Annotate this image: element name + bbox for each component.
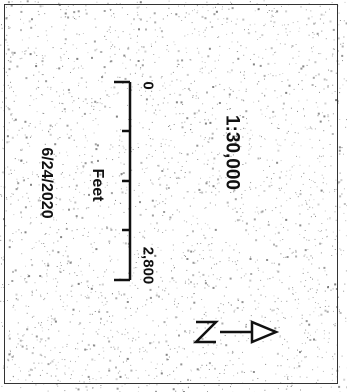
- scale-bar: [114, 80, 132, 282]
- north-arrow-icon: [192, 320, 280, 344]
- scale-bar-start-label: 0: [139, 81, 157, 90]
- scale-ratio-text: 1:30,000: [221, 114, 243, 190]
- legend-frame: [4, 4, 338, 384]
- map-date-text: 6/24/2020: [38, 147, 55, 219]
- scale-bar-unit-label: Feet: [89, 168, 106, 202]
- scale-bar-end-label: 2,800: [139, 246, 157, 285]
